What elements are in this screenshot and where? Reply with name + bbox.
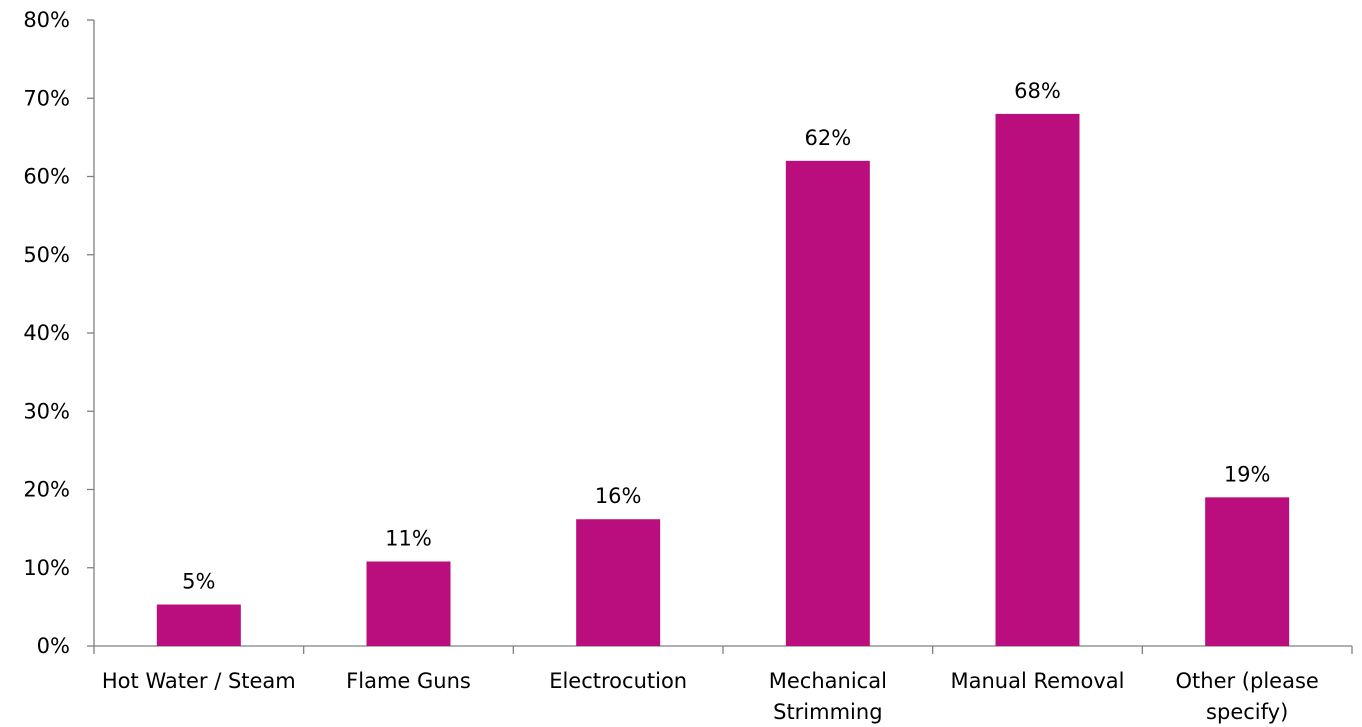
y-tick-label: 50% — [23, 243, 70, 267]
bar — [366, 561, 451, 646]
y-tick-label: 10% — [23, 556, 70, 580]
data-label: 16% — [595, 484, 642, 508]
bars — [156, 113, 1290, 646]
bar — [576, 519, 661, 646]
category-label: Manual Removal — [951, 669, 1125, 693]
category-label: Mechanical Strimming — [769, 669, 887, 724]
bar — [1205, 497, 1290, 646]
y-tick-label: 70% — [23, 86, 70, 110]
data-label: 19% — [1224, 462, 1271, 486]
labels: 5% Hot Water / Steam 11% Flame Guns 16% Elect… — [102, 79, 1319, 724]
y-tick-label: 20% — [23, 478, 70, 502]
y-tick-label: 60% — [23, 165, 70, 189]
category-label: Flame Guns — [346, 669, 471, 693]
data-label: 5% — [182, 570, 215, 594]
category-label: Other (please specify) — [1176, 669, 1319, 724]
data-label: 68% — [1014, 79, 1061, 103]
bar — [995, 113, 1080, 646]
y-tick-label: 80% — [23, 8, 70, 32]
category-label: Electrocution — [549, 669, 687, 693]
category-label: Hot Water / Steam — [102, 669, 296, 693]
axes: 0% 10% 20% 30% 40% 50% 60% 70% 80% — [23, 8, 1353, 658]
y-tick-label: 30% — [23, 399, 70, 423]
bar — [156, 604, 241, 646]
y-tick-label: 0% — [37, 634, 70, 658]
y-tick-label: 40% — [23, 321, 70, 345]
bar — [785, 160, 870, 646]
data-label: 62% — [804, 126, 851, 150]
data-label: 11% — [385, 526, 432, 550]
